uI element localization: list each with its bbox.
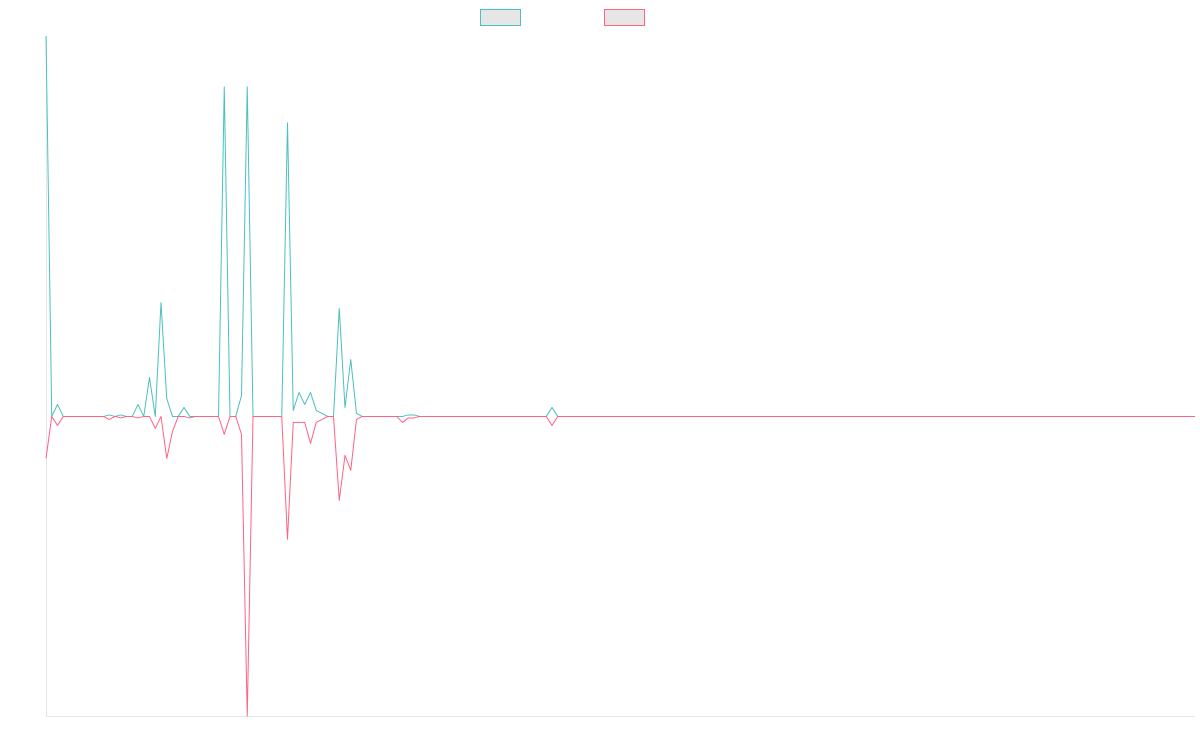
series-1 bbox=[45, 35, 1195, 417]
legend-swatch bbox=[480, 9, 521, 26]
legend-item bbox=[604, 9, 645, 26]
legend-item bbox=[480, 9, 521, 26]
series-group bbox=[45, 35, 1195, 717]
legend-swatch bbox=[604, 9, 645, 26]
axes bbox=[46, 36, 1195, 717]
series-line bbox=[45, 35, 1195, 417]
series-line bbox=[45, 415, 1195, 717]
legend bbox=[480, 9, 645, 26]
series-2 bbox=[45, 415, 1195, 717]
